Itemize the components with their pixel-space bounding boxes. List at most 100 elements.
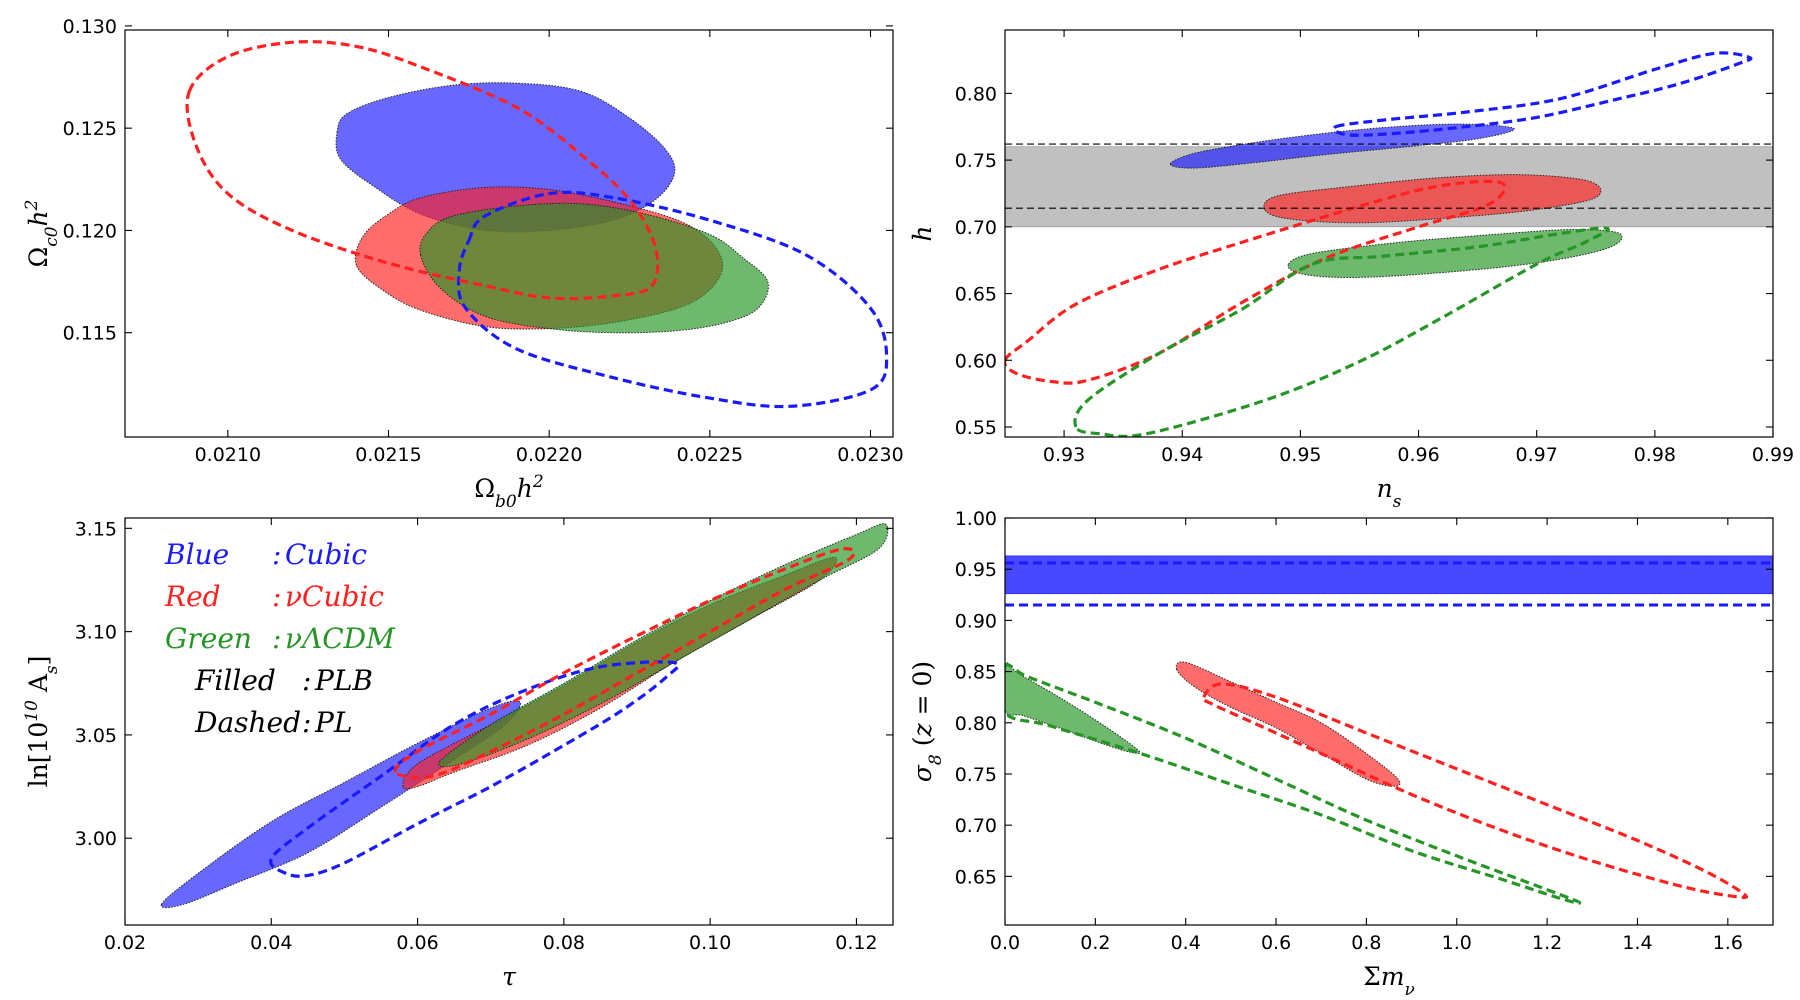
y-tick-label: 3.05 bbox=[75, 725, 117, 747]
contour--cubic-pl bbox=[185, 40, 660, 301]
x-tick-label: 1.2 bbox=[1532, 932, 1562, 954]
legend-value: Cubic bbox=[285, 538, 367, 571]
y-tick-label: 3.10 bbox=[75, 622, 117, 644]
x-tick-label: 0.0225 bbox=[677, 444, 743, 466]
x-tick-label: 0.0210 bbox=[195, 444, 261, 466]
y-tick-label: 0.125 bbox=[63, 118, 117, 140]
x-tick-label: 0.0215 bbox=[355, 444, 421, 466]
x-tick-label: 0.99 bbox=[1752, 444, 1794, 466]
y-tick-label: 0.80 bbox=[955, 713, 997, 735]
panel-2: 0.93 0.94 0.95 0.96 0.97 0.98 0.99 0.55 0.60 0.65… bbox=[908, 29, 1794, 512]
contour--cubic-plb bbox=[1175, 661, 1401, 787]
x-tick-label: 0.95 bbox=[1279, 444, 1321, 466]
contour--cdm-plb bbox=[1005, 662, 1141, 755]
contour--cdm-plb bbox=[1287, 228, 1623, 279]
legend-separator: : bbox=[272, 580, 281, 613]
x-tick-label: 0.12 bbox=[835, 932, 877, 954]
y-tick-label: 0.120 bbox=[63, 220, 117, 242]
y-tick-label: 0.75 bbox=[955, 150, 997, 172]
x-tick-label: 0.10 bbox=[689, 932, 731, 954]
contour--cdm-plb bbox=[437, 523, 889, 768]
y-tick-label: 0.70 bbox=[955, 217, 997, 239]
legend-key: Dashed bbox=[194, 706, 301, 739]
contour-cubic-pl bbox=[269, 660, 680, 878]
x-tick-label: 0.8 bbox=[1351, 932, 1381, 954]
x-tick-label: 0.94 bbox=[1161, 444, 1203, 466]
y-tick-label: 0.130 bbox=[63, 16, 117, 38]
legend-key: Filled bbox=[194, 664, 276, 697]
x-axis-label: Ωb0h2 bbox=[474, 472, 543, 512]
x-tick-label: 0.04 bbox=[250, 932, 292, 954]
x-axis-label: ns bbox=[1377, 474, 1402, 512]
y-axis-label: h bbox=[908, 225, 937, 241]
y-tick-label: 0.60 bbox=[955, 350, 997, 372]
axes-frame bbox=[124, 29, 894, 438]
x-tick-label: 0.0230 bbox=[837, 444, 903, 466]
plot-area bbox=[1005, 51, 1773, 437]
y-tick-label: 0.85 bbox=[955, 662, 997, 684]
x-tick-label: 0.2 bbox=[1080, 932, 1110, 954]
x-tick-label: 0.02 bbox=[104, 932, 146, 954]
contour--cubic-pl bbox=[1005, 179, 1507, 385]
contour-cubic-pl bbox=[456, 190, 889, 409]
x-tick-label: 0.06 bbox=[396, 932, 438, 954]
x-tick-label: 0.93 bbox=[1043, 444, 1085, 466]
plot-area bbox=[1005, 555, 1773, 905]
plot-area bbox=[185, 40, 889, 409]
y-tick-label: 0.65 bbox=[955, 284, 997, 306]
legend-key: Blue bbox=[164, 538, 229, 571]
y-tick-label: 3.00 bbox=[75, 828, 117, 850]
x-axis-label: Σmν bbox=[1363, 962, 1415, 1000]
legend-separator: : bbox=[272, 538, 281, 571]
legend-value: νΛCDM bbox=[285, 622, 396, 655]
y-tick-label: 0.70 bbox=[955, 815, 997, 837]
x-axis-label: τ bbox=[502, 962, 517, 991]
y-tick-label: 0.95 bbox=[955, 559, 997, 581]
panel-1: 0.0210 0.0215 0.0220 0.0225 0.0230 0.115 0.120… bbox=[22, 16, 904, 512]
x-tick-label: 0.6 bbox=[1261, 932, 1291, 954]
legend-separator: : bbox=[302, 664, 311, 697]
y-tick-label: 1.00 bbox=[955, 508, 997, 530]
x-tick-label: 0.98 bbox=[1634, 444, 1676, 466]
x-tick-label: 1.6 bbox=[1713, 932, 1743, 954]
axes-frame bbox=[124, 517, 894, 926]
legend-value: PLB bbox=[314, 664, 373, 697]
contour--cdm-pl bbox=[1073, 226, 1610, 437]
legend-key: Green bbox=[165, 622, 252, 655]
y-tick-label: 0.115 bbox=[63, 323, 117, 345]
x-tick-label: 0.97 bbox=[1516, 444, 1558, 466]
x-tick-label: 0.08 bbox=[543, 932, 585, 954]
y-tick-label: 0.75 bbox=[955, 764, 997, 786]
legend-key: Red bbox=[164, 580, 221, 613]
panel-3: 0.02 0.04 0.06 0.08 0.10 0.12 3.00 3.05 3.10 3.15… bbox=[22, 517, 894, 991]
y-axis-label: Ωc0h2 bbox=[22, 199, 62, 267]
contour-cubic-pl bbox=[1332, 51, 1753, 137]
legend-separator: : bbox=[302, 706, 311, 739]
legend-value: PL bbox=[314, 706, 352, 739]
y-axis-label: ln[1010 As] bbox=[22, 656, 62, 788]
y-tick-label: 0.80 bbox=[955, 83, 997, 105]
axes-frame bbox=[1004, 29, 1774, 438]
y-tick-label: 0.90 bbox=[955, 610, 997, 632]
x-tick-label: 0.4 bbox=[1171, 932, 1201, 954]
contour--cubic-pl bbox=[393, 547, 856, 780]
axes-frame bbox=[1004, 517, 1774, 926]
x-tick-label: 0.96 bbox=[1397, 444, 1439, 466]
plot-area bbox=[160, 523, 889, 909]
y-tick-label: 0.55 bbox=[955, 417, 997, 439]
legend-value: νCubic bbox=[285, 580, 384, 613]
panel-4: 0.0 0.2 0.4 0.6 0.8 1.0 1.2 1.4 1.6 0.65 0.70 0.75 0… bbox=[908, 508, 1774, 1000]
contour-cubic-plb bbox=[1169, 123, 1515, 169]
y-axis-label: σ8 (z = 0) bbox=[908, 661, 946, 782]
legend-separator: : bbox=[272, 622, 281, 655]
contour--cdm-plb bbox=[419, 202, 769, 334]
y-tick-label: 0.65 bbox=[955, 866, 997, 888]
y-tick-label: 3.15 bbox=[75, 518, 117, 540]
x-tick-label: 0.0220 bbox=[516, 444, 582, 466]
x-tick-label: 0.0 bbox=[990, 932, 1020, 954]
contour--cdm-pl bbox=[1005, 663, 1582, 905]
x-tick-label: 1.4 bbox=[1622, 932, 1652, 954]
contour-cubic-plb bbox=[160, 700, 522, 909]
